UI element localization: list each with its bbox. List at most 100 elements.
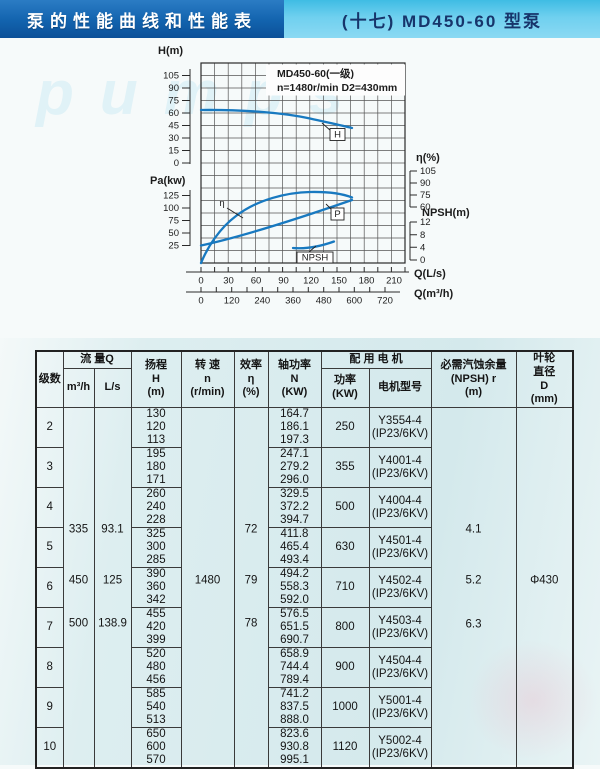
table-row: 10 650 600 570 823.6 930.8 995.1 1120 Y5… (35, 727, 573, 769)
curve-leaders (226, 122, 333, 253)
svg-text:120: 120 (224, 296, 240, 307)
svg-text:480: 480 (316, 296, 332, 307)
shaft-power-cell: 411.8 465.4 493.4 (267, 527, 322, 568)
svg-text:75: 75 (420, 190, 431, 201)
svg-text:30: 30 (168, 133, 179, 144)
pa-tick-labels: 125 100 75 50 25 (163, 191, 179, 252)
shaft-power-cell: 658.9 744.4 789.4 (267, 647, 322, 688)
col-header-head: 扬程 H (m) (130, 350, 182, 408)
motor-model-cell: Y4503-4 (IP23/6KV) (368, 607, 432, 648)
head-cell: 455 420 399 (130, 607, 182, 648)
p-curve (199, 198, 354, 247)
h-curve-label: H (334, 130, 341, 141)
shaft-power-cell: 164.7 186.1 197.3 (267, 407, 322, 448)
head-cell: 585 540 513 (130, 687, 182, 728)
head-cell: 520 480 456 (130, 647, 182, 688)
pump-model-title: (十七) MD450-60 型泵 (284, 0, 600, 38)
flow-ls-column: 93.1 125 138.9 (93, 407, 132, 769)
stage-cell: 8 (35, 647, 64, 688)
motor-model-cell: Y5001-4 (IP23/6KV) (368, 687, 432, 728)
q-ls-axis-label: Q(L/s) (414, 268, 446, 280)
head-cell: 390 360 342 (130, 567, 182, 608)
svg-text:125: 125 (163, 191, 179, 202)
right-axis-ticks (409, 170, 417, 261)
shaft-power-cell: 823.6 930.8 995.1 (267, 727, 322, 769)
svg-text:90: 90 (278, 276, 289, 287)
col-header-motor-group: 配 用 电 机 (320, 350, 432, 370)
motor-model-cell: Y5002-4 (IP23/6KV) (368, 727, 432, 769)
chart-title: MD450-60(一级) (277, 67, 354, 80)
motor-power-cell: 630 (320, 527, 370, 568)
p-curve-label: P (334, 209, 340, 220)
stage-cell: 7 (35, 607, 64, 648)
stage-cell: 3 (35, 447, 64, 488)
svg-text:105: 105 (163, 71, 179, 82)
page-title: 泵的性能曲线和性能表 (0, 0, 284, 38)
col-header-impeller: 叶轮 直径 D (mm) (515, 350, 574, 408)
col-header-stage: 级数 (35, 350, 64, 408)
col-header-motor-power: 功率 (KW) (320, 368, 370, 408)
eta-curve-label: η (219, 198, 224, 209)
svg-text:75: 75 (168, 96, 179, 107)
motor-model-cell: Y4502-4 (IP23/6KV) (368, 567, 432, 608)
stage-cell: 10 (35, 727, 64, 769)
h-curve (199, 108, 354, 130)
motor-power-cell: 800 (320, 607, 370, 648)
table-row: 2 335 450 500 93.1 125 138.9 130 120 113… (35, 407, 574, 769)
svg-text:180: 180 (359, 276, 375, 287)
stage-cell: 6 (35, 567, 64, 608)
col-header-speed: 转 速 n (r/min) (180, 350, 235, 408)
motor-power-cell: 1120 (320, 727, 370, 769)
col-header-motor-model: 电机型号 (368, 368, 432, 408)
efficiency-column: 72 79 78 (233, 407, 269, 769)
svg-text:75: 75 (168, 216, 179, 227)
head-cell: 130 120 113 (130, 407, 182, 448)
head-cell: 195 180 171 (130, 447, 182, 488)
npsh-curve (291, 240, 336, 250)
svg-text:15: 15 (168, 146, 179, 157)
svg-text:100: 100 (163, 203, 179, 214)
svg-text:210: 210 (386, 276, 402, 287)
svg-text:60: 60 (420, 202, 431, 213)
performance-table: 级数 流 量Q 扬程 H (m) 转 速 n (r/min) 效率 η (%) … (35, 350, 574, 769)
motor-model-cell: Y4504-4 (IP23/6KV) (368, 647, 432, 688)
q-ls-tick-labels: 0 30 60 90 120 150 180 210 (198, 276, 402, 287)
col-header-npsh: 必需汽蚀余量 (NPSH) r (m) (430, 350, 517, 408)
left-axis-ticks (182, 69, 191, 246)
motor-power-cell: 355 (320, 447, 370, 488)
eta-axis-label: η(%) (416, 152, 440, 164)
svg-text:8: 8 (420, 230, 425, 241)
pa-axis-label: Pa(kw) (150, 175, 186, 187)
curve-label-boxes (296, 128, 346, 264)
svg-text:0: 0 (198, 276, 203, 287)
svg-text:30: 30 (223, 276, 234, 287)
svg-text:4: 4 (420, 243, 425, 254)
q-ls-ruler (186, 267, 409, 273)
svg-text:720: 720 (377, 296, 393, 307)
svg-text:50: 50 (168, 228, 179, 239)
motor-power-cell: 900 (320, 647, 370, 688)
col-header-flow-group: 流 量Q (62, 350, 132, 370)
table-row: 4 260 240 228 329.5 372.2 394.7 500 Y400… (35, 487, 573, 528)
col-header-efficiency: 效率 η (%) (233, 350, 269, 408)
svg-text:0: 0 (174, 158, 179, 169)
col-header-shaft-power: 轴功率 N (KW) (267, 350, 322, 408)
motor-power-cell: 250 (320, 407, 370, 448)
head-cell: 650 600 570 (130, 727, 182, 769)
svg-text:90: 90 (168, 83, 179, 94)
chart-subtitle: n=1480r/min D2=430mm (277, 82, 397, 94)
npsh-axis-label: NPSH(m) (422, 207, 470, 219)
table-row: 9 585 540 513 741.2 837.5 888.0 1000 Y50… (35, 687, 573, 728)
col-header-flow-ls: L/s (93, 368, 132, 408)
svg-text:240: 240 (254, 296, 270, 307)
npsh-column: 4.1 5.2 6.3 (430, 407, 517, 769)
h-tick-labels: 105 90 75 60 45 30 15 0 (163, 71, 179, 170)
svg-text:120: 120 (303, 276, 319, 287)
motor-power-cell: 1000 (320, 687, 370, 728)
motor-power-cell: 500 (320, 487, 370, 528)
motor-model-cell: Y4501-4 (IP23/6KV) (368, 527, 432, 568)
curves (199, 108, 354, 265)
chart-title-backplate (266, 64, 405, 96)
head-cell: 260 240 228 (130, 487, 182, 528)
stage-cell: 9 (35, 687, 64, 728)
